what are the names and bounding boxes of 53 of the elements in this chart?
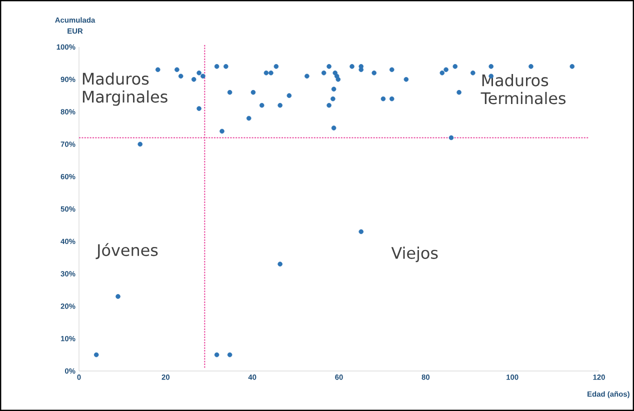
point — [470, 70, 476, 76]
point — [336, 77, 341, 82]
annotation: Maduros Marginales — [82, 72, 168, 106]
point — [350, 64, 354, 69]
point — [191, 77, 196, 82]
point — [331, 126, 336, 130]
point — [268, 70, 274, 76]
point — [259, 102, 264, 108]
point — [448, 135, 454, 140]
point — [174, 67, 180, 72]
point — [326, 64, 332, 69]
point — [178, 74, 184, 79]
point — [304, 74, 310, 79]
point — [264, 70, 269, 76]
point — [326, 102, 332, 108]
point — [286, 93, 292, 98]
point — [246, 116, 252, 121]
annotation: Maduros Terminales — [480, 74, 566, 104]
point — [196, 106, 202, 111]
point — [389, 67, 394, 72]
point — [224, 64, 228, 69]
point — [452, 64, 458, 69]
point — [380, 96, 386, 102]
point — [372, 70, 377, 76]
point — [444, 67, 448, 72]
point — [94, 352, 99, 358]
annotation: Viejos — [391, 246, 438, 262]
point — [331, 86, 336, 92]
point — [220, 128, 224, 134]
point — [227, 352, 232, 358]
point — [200, 74, 206, 79]
point — [278, 102, 282, 108]
point — [404, 77, 409, 82]
point — [456, 90, 462, 95]
point — [358, 229, 364, 234]
point — [278, 262, 282, 266]
point — [196, 70, 202, 76]
point — [274, 64, 279, 69]
point — [389, 96, 394, 102]
point — [488, 64, 494, 69]
point — [138, 142, 143, 147]
point — [214, 64, 220, 69]
point — [250, 90, 256, 95]
point — [227, 90, 232, 95]
point — [116, 294, 120, 299]
point — [440, 70, 445, 76]
point — [321, 70, 326, 76]
point — [570, 64, 575, 69]
point — [330, 96, 336, 102]
point — [155, 67, 160, 72]
annotation: Jóvenes — [96, 243, 158, 260]
point — [214, 352, 220, 358]
point — [528, 64, 534, 69]
